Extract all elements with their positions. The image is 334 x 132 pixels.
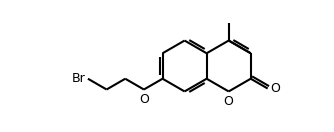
Text: Br: Br bbox=[72, 72, 86, 85]
Text: O: O bbox=[271, 82, 281, 95]
Text: O: O bbox=[224, 95, 233, 108]
Text: O: O bbox=[139, 93, 149, 106]
